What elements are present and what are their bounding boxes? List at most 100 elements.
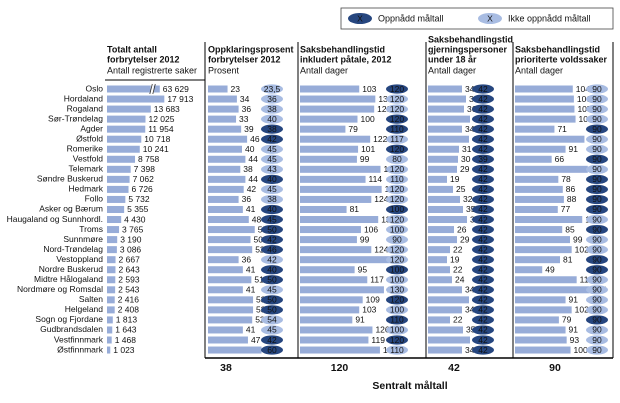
value-label: 5 355 (127, 204, 149, 214)
target-oval (472, 194, 494, 205)
bar (515, 105, 575, 113)
value-label: 3 086 (120, 244, 142, 254)
value-label: 4 430 (124, 214, 146, 224)
panel-title: inkludert påtale, 2012 (300, 54, 392, 64)
bar (428, 125, 462, 133)
value-label: 10 718 (144, 134, 170, 144)
bar (107, 346, 111, 354)
target-label: 54 (267, 315, 277, 325)
value-label: 107 (577, 104, 591, 114)
value-label: 79 (348, 124, 358, 134)
category-label: Asker og Bærum (39, 204, 103, 214)
bar (208, 125, 242, 133)
target-label: 42 (478, 164, 488, 174)
bar (428, 175, 447, 183)
bar (208, 306, 254, 314)
value-label: 71 (557, 124, 567, 134)
value-label: 109 (579, 114, 593, 124)
target-label: 90 (592, 154, 602, 164)
central-target: 42 (448, 362, 460, 374)
target-oval (261, 335, 283, 345)
category-label: Nord-Trøndelag (43, 244, 103, 254)
target-oval (472, 325, 494, 335)
target-label: 80 (392, 154, 402, 164)
category-label: Helgeland (65, 304, 104, 314)
category-label: Vestoppland (56, 254, 103, 264)
target-oval (586, 255, 608, 265)
bar (107, 216, 122, 224)
target-oval (261, 154, 283, 164)
target-oval (261, 295, 283, 305)
target-label: 42 (478, 94, 488, 104)
bar (428, 115, 470, 123)
bar (208, 226, 255, 234)
bar (208, 276, 252, 284)
target-label: 42 (478, 325, 488, 335)
value-label: 126 (375, 325, 389, 335)
bar (107, 296, 115, 304)
bar (208, 85, 228, 93)
target-oval (386, 285, 408, 295)
target-label: 42 (478, 104, 488, 114)
target-label: 42 (478, 345, 488, 355)
target-label: 90 (392, 234, 402, 244)
target-label: 42 (478, 285, 488, 295)
target-oval (472, 84, 494, 94)
value-label: 29 (460, 234, 470, 244)
target-oval (261, 214, 283, 225)
value-label: 41 (246, 285, 256, 295)
target-oval (261, 104, 283, 114)
target-oval (386, 164, 408, 174)
value-label: 81 (350, 204, 360, 214)
target-oval (386, 174, 408, 184)
target-label: 90 (592, 254, 602, 264)
panel-title: forbrytelser 2012 (107, 54, 180, 64)
bar (300, 226, 361, 234)
bar (515, 95, 574, 103)
bar (300, 346, 380, 354)
bar (428, 336, 470, 344)
target-label: 90 (592, 114, 602, 124)
bar (107, 85, 160, 93)
bar (107, 276, 116, 284)
bar (428, 346, 462, 354)
target-label: 42 (478, 295, 488, 305)
bar (300, 145, 359, 153)
bar (208, 175, 246, 183)
bar (300, 95, 376, 103)
legend-swatch (348, 13, 372, 24)
value-label: 114 (369, 174, 383, 184)
target-label: 120 (390, 254, 404, 264)
value-label: 63 629 (163, 84, 189, 94)
value-label: 102 (575, 244, 589, 254)
target-label: 40 (267, 174, 277, 184)
value-label: 1 813 (116, 315, 138, 325)
target-label: 120 (390, 104, 404, 114)
bar (428, 306, 462, 314)
target-label: 120 (390, 335, 404, 345)
panel-subtitle: Antall dager (428, 65, 476, 75)
bar (300, 185, 382, 193)
bar (208, 286, 243, 294)
target-oval (261, 194, 283, 205)
target-label: 90 (592, 94, 602, 104)
value-label: 2 416 (118, 295, 140, 305)
target-oval (586, 325, 608, 335)
target-label: 42 (478, 114, 488, 124)
bar (428, 266, 450, 274)
category-label: Gudbrandsdalen (40, 324, 103, 334)
target-label: 42 (478, 244, 488, 254)
bar (515, 296, 566, 304)
target-label: 90 (592, 275, 602, 285)
target-oval (586, 134, 608, 144)
bar (515, 145, 566, 153)
target-label: 42 (478, 214, 488, 224)
target-label: 42 (478, 174, 488, 184)
panel-title: Saksbehandlingstid (300, 44, 385, 54)
bar (515, 266, 543, 274)
bar (208, 316, 253, 324)
target-oval (261, 245, 283, 255)
target-label: 45 (267, 184, 277, 194)
target-oval (472, 275, 494, 285)
axis-break-gap (150, 84, 154, 94)
